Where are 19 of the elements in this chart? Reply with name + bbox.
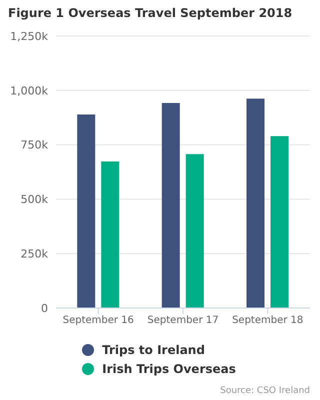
y-tick-label: 500k — [20, 193, 49, 206]
x-tick-label: September 18 — [232, 315, 304, 326]
legend-label: Trips to Ireland — [102, 342, 205, 356]
y-tick-label: 0 — [41, 302, 48, 315]
x-tick-label: September 16 — [62, 315, 134, 326]
source-note: Source: CSO Ireland — [220, 386, 310, 396]
legend-label: Irish Trips Overseas — [102, 362, 236, 376]
bar — [162, 103, 180, 308]
y-tick-label: 250k — [20, 248, 49, 261]
bar — [186, 154, 204, 308]
bar — [101, 162, 120, 308]
x-tick-label: September 17 — [147, 315, 219, 326]
y-tick-label: 750k — [20, 138, 49, 152]
bar — [270, 136, 288, 308]
chart-title: Figure 1 Overseas Travel September 2018 — [8, 6, 292, 20]
y-tick-label: 1,250k — [10, 30, 49, 43]
bar — [77, 114, 96, 308]
bar — [246, 98, 264, 308]
y-tick-label: 1,000k — [10, 84, 49, 98]
